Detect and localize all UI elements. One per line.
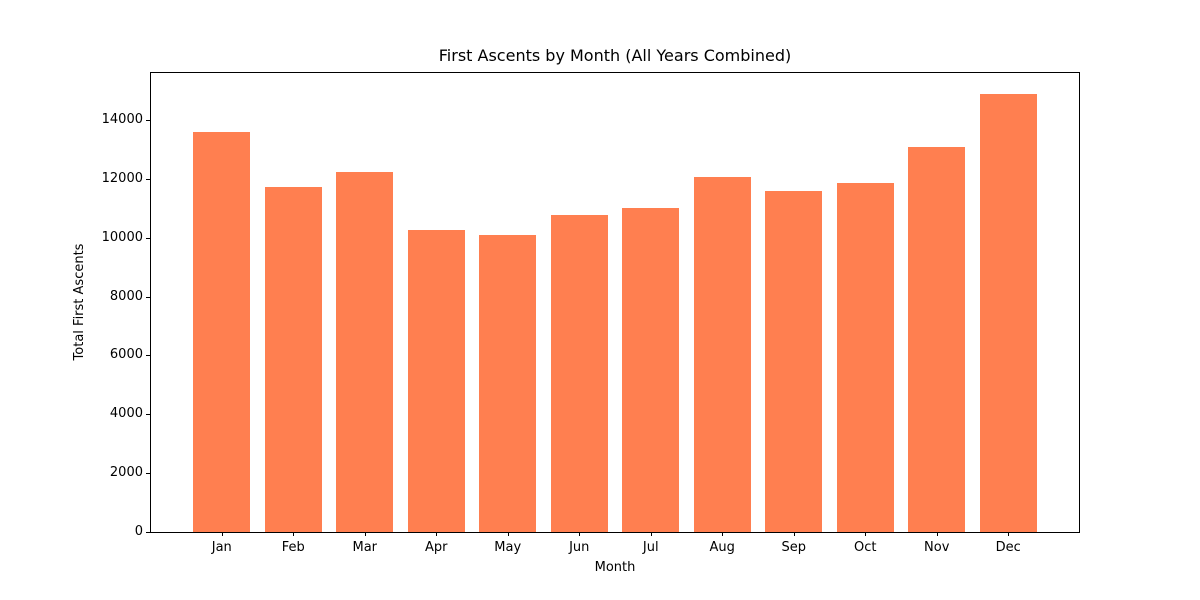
x-tick-mark bbox=[722, 532, 724, 536]
x-tick-label-apr: Apr bbox=[425, 540, 448, 555]
x-tick-mark bbox=[293, 532, 295, 536]
x-tick-label-sep: Sep bbox=[781, 540, 806, 555]
y-tick-label-4000: 4000 bbox=[109, 406, 143, 422]
x-tick-mark bbox=[865, 532, 867, 536]
x-tick-label-nov: Nov bbox=[924, 540, 950, 555]
x-tick-mark bbox=[1008, 532, 1010, 536]
y-tick-label-6000: 6000 bbox=[109, 347, 143, 363]
x-tick-mark bbox=[364, 532, 366, 536]
x-tick-label-mar: Mar bbox=[352, 540, 378, 555]
bar-mar bbox=[336, 172, 394, 532]
x-tick-mark bbox=[221, 532, 223, 536]
x-tick-label-jun: Jun bbox=[569, 540, 590, 555]
x-tick-mark bbox=[936, 532, 938, 536]
x-tick-label-jan: Jan bbox=[211, 540, 232, 555]
bar-dec bbox=[979, 94, 1037, 532]
chart-title: First Ascents by Month (All Years Combin… bbox=[438, 46, 792, 65]
x-tick-label-aug: Aug bbox=[709, 540, 735, 555]
y-tick-label-2000: 2000 bbox=[109, 465, 143, 481]
bar-nov bbox=[908, 147, 966, 532]
x-tick-label-jul: Jul bbox=[642, 540, 659, 555]
x-tick-mark bbox=[579, 532, 581, 536]
y-tick-mark bbox=[146, 237, 150, 239]
x-tick-mark bbox=[793, 532, 795, 536]
x-tick-label-may: May bbox=[494, 540, 522, 555]
bar-aug bbox=[693, 177, 751, 532]
x-tick-mark bbox=[507, 532, 509, 536]
x-tick-mark bbox=[650, 532, 652, 536]
y-tick-mark bbox=[146, 473, 150, 475]
y-tick-label-0: 0 bbox=[134, 524, 143, 539]
bar-feb bbox=[264, 187, 322, 532]
y-tick-label-14000: 14000 bbox=[101, 112, 143, 128]
x-axis-label: Month bbox=[594, 560, 636, 575]
x-tick-label-dec: Dec bbox=[995, 540, 1021, 555]
y-tick-mark bbox=[146, 178, 150, 180]
y-tick-mark bbox=[146, 414, 150, 416]
y-tick-label-12000: 12000 bbox=[101, 170, 143, 186]
x-tick-label-feb: Feb bbox=[281, 540, 305, 555]
bar-jul bbox=[622, 208, 680, 532]
bar-sep bbox=[765, 191, 823, 532]
plot-area bbox=[150, 72, 1080, 533]
y-tick-label-8000: 8000 bbox=[109, 288, 143, 304]
bar-oct bbox=[836, 183, 894, 532]
bar-apr bbox=[407, 230, 465, 532]
bars bbox=[151, 73, 1079, 532]
x-tick-label-oct: Oct bbox=[853, 540, 877, 555]
y-tick-mark bbox=[146, 355, 150, 357]
y-tick-mark bbox=[146, 120, 150, 122]
bar-jan bbox=[193, 131, 251, 532]
y-tick-mark bbox=[146, 296, 150, 298]
y-tick-mark bbox=[146, 532, 150, 533]
bar-jun bbox=[550, 214, 608, 532]
y-tick-label-10000: 10000 bbox=[101, 229, 143, 245]
bar-may bbox=[479, 234, 537, 532]
x-tick-mark bbox=[436, 532, 438, 536]
